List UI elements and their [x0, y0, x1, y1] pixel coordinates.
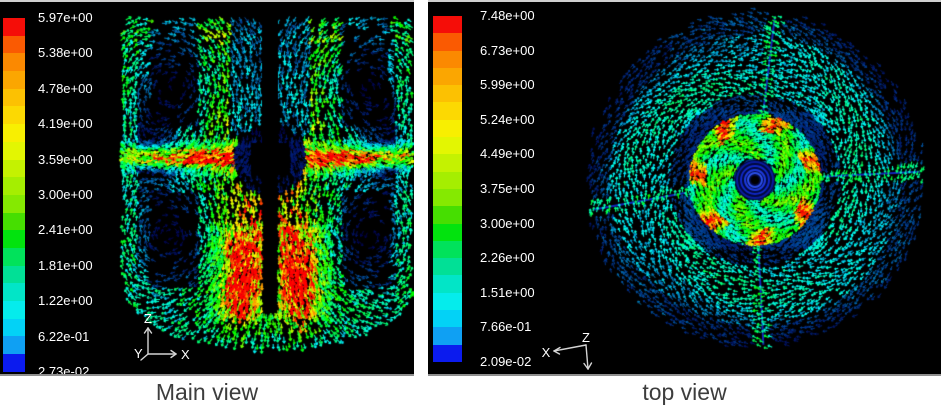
- colorbar-tick-label: 4.78e+00: [38, 80, 93, 96]
- colorbar-tick-label: 4.49e+00: [480, 146, 535, 162]
- colorbar-tick-label: 5.24e+00: [480, 111, 535, 127]
- colorbar-segment: [433, 102, 462, 120]
- z-axis-label: Z: [144, 311, 152, 326]
- colorbar-segment: [3, 265, 25, 284]
- depth-axis-arrowhead: [587, 362, 593, 370]
- colorbar-segment: [3, 159, 25, 178]
- colorbar-segment: [3, 194, 25, 213]
- colorbar-segment: [433, 16, 462, 34]
- colorbar-segment: [3, 247, 25, 266]
- colorbar-tick-label: 5.97e+00: [38, 10, 93, 25]
- colorbar-tick-label: 2.73e-02: [38, 364, 90, 379]
- colorbar-segment: [3, 53, 25, 72]
- z-axis-label: Z: [582, 330, 590, 345]
- colorbar-tick-label: 3.00e+00: [38, 187, 93, 202]
- colorbar-tick-label: 1.22e+00: [38, 293, 93, 309]
- colorbar-segment: [3, 18, 25, 36]
- colorbar-segment: [3, 141, 25, 160]
- colorbar-segment: [3, 88, 25, 107]
- colorbar-tick-label: 2.41e+00: [38, 222, 93, 238]
- top-view-caption: top view: [642, 379, 727, 405]
- x-axis-label: X: [181, 347, 190, 362]
- main-colorbar: [3, 18, 25, 372]
- x-axis-line: [553, 344, 587, 352]
- panel-top-border: [428, 0, 941, 2]
- main-view-caption: Main view: [155, 379, 259, 405]
- colorbar-segment: [433, 188, 462, 207]
- x-axis-arrowhead: [553, 350, 561, 355]
- colorbar-segment: [3, 124, 25, 142]
- colorbar-segment: [433, 67, 462, 86]
- colorbar-segment: [3, 318, 25, 337]
- colorbar-segment: [433, 223, 462, 241]
- panel-bottom-border: [0, 374, 414, 376]
- colorbar-segment: [433, 206, 462, 224]
- colorbar-tick-label: 7.66e-01: [480, 319, 532, 335]
- colorbar-segment: [3, 71, 25, 89]
- colorbar-segment: [433, 154, 462, 172]
- main-axis-triad: Z X Y: [134, 311, 190, 362]
- colorbar-tick-label: 3.59e+00: [38, 151, 93, 167]
- colorbar-segment: [433, 137, 462, 155]
- x-axis-label: X: [542, 345, 551, 360]
- colorbar-segment: [3, 177, 25, 195]
- y-axis-label: Y: [134, 346, 143, 361]
- depth-axis-arrowhead: [583, 362, 589, 370]
- colorbar-segment: [433, 50, 462, 68]
- colorbar-segment: [3, 230, 25, 248]
- colorbar-segment: [433, 344, 462, 362]
- colorbar-tick-label: 3.75e+00: [480, 181, 535, 196]
- colorbar-tick-label: 4.19e+00: [38, 116, 93, 132]
- y-axis-line: [140, 353, 149, 361]
- colorbar-segment: [3, 35, 25, 54]
- colorbar-tick-label: 6.73e+00: [480, 42, 535, 58]
- depth-axis-line: [585, 344, 589, 370]
- panel-bottom-border: [428, 374, 941, 376]
- top-view-vector-plot: [428, 0, 941, 376]
- colorbar-segment: [433, 240, 462, 259]
- colorbar-tick-label: 1.81e+00: [38, 257, 93, 273]
- colorbar-tick-label: 5.99e+00: [480, 77, 535, 93]
- colorbar-segment: [433, 119, 462, 138]
- z-axis-arrowhead: [147, 327, 153, 334]
- colorbar-segment: [433, 171, 462, 189]
- colorbar-segment: [433, 292, 462, 311]
- panel-top-border: [0, 0, 414, 2]
- main-view-vector-plot: [0, 0, 414, 376]
- colorbar-tick-label: 3.00e+00: [480, 215, 535, 231]
- colorbar-tick-label: 6.22e-01: [38, 328, 90, 344]
- colorbar-tick-label: 7.48e+00: [480, 8, 535, 23]
- colorbar-segment: [3, 336, 25, 355]
- colorbar-tick-label: 2.09e-02: [480, 354, 532, 369]
- x-axis-arrowhead: [170, 353, 177, 359]
- colorbar-tick-label: 5.38e+00: [38, 45, 93, 61]
- top-axis-triad: Z X: [542, 330, 593, 370]
- colorbar-segment: [433, 33, 462, 51]
- colorbar-segment: [433, 275, 462, 293]
- colorbar-segment: [3, 354, 25, 372]
- x-axis-arrowhead: [553, 346, 561, 352]
- x-axis-arrowhead: [170, 349, 177, 355]
- colorbar-segment: [3, 106, 25, 125]
- colorbar-segment: [433, 327, 462, 345]
- main-view-panel: 5.97e+00 5.38e+00 4.78e+00 4.19e+00 3.59e+00…: [0, 0, 414, 379]
- top-view-panel: 7.48e+00 6.73e+00 5.99e+00 5.24e+00 4.49e+00…: [428, 0, 941, 376]
- colorbar-segment: [3, 283, 25, 301]
- colorbar-segment: [433, 310, 462, 328]
- colorbar-tick-label: 2.26e+00: [480, 250, 535, 266]
- colorbar-tick-label: 1.51e+00: [480, 284, 535, 300]
- z-axis-arrowhead: [143, 327, 149, 334]
- colorbar-segment: [3, 212, 25, 231]
- top-colorbar: [433, 16, 462, 362]
- colorbar-segment: [433, 258, 462, 276]
- colorbar-segment: [3, 301, 25, 319]
- colorbar-segment: [433, 85, 462, 103]
